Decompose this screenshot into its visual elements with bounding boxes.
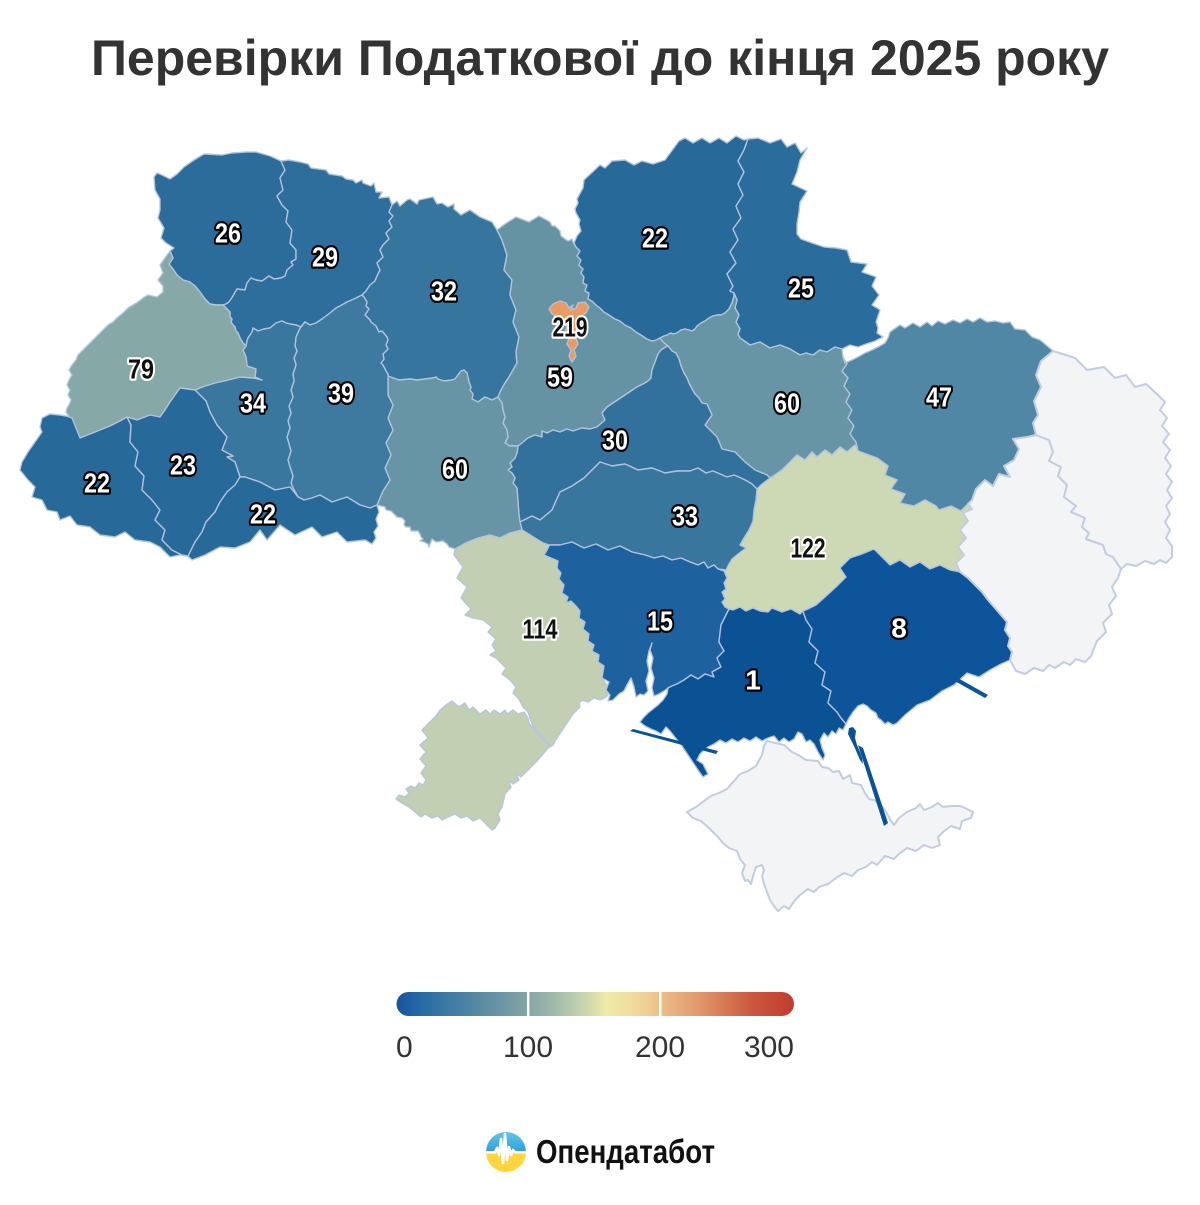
svg-text:122: 122 [791, 533, 826, 564]
svg-text:34: 34 [240, 388, 266, 419]
svg-text:59: 59 [547, 362, 573, 393]
svg-text:22: 22 [642, 223, 668, 254]
svg-text:60: 60 [442, 454, 468, 485]
svg-text:22: 22 [84, 468, 110, 499]
svg-text:30: 30 [602, 425, 628, 456]
svg-text:33: 33 [672, 501, 698, 532]
svg-text:200: 200 [635, 1031, 685, 1064]
svg-text:79: 79 [128, 354, 154, 385]
svg-text:23: 23 [170, 450, 196, 481]
svg-text:Опендатабот: Опендатабот [536, 1133, 715, 1170]
svg-text:100: 100 [503, 1031, 553, 1064]
svg-text:0: 0 [396, 1031, 413, 1064]
svg-text:25: 25 [788, 273, 814, 304]
svg-text:22: 22 [250, 499, 276, 530]
svg-text:8: 8 [891, 613, 907, 644]
svg-text:32: 32 [431, 276, 457, 307]
svg-text:29: 29 [312, 242, 338, 273]
svg-text:26: 26 [215, 218, 241, 249]
svg-text:1: 1 [745, 665, 761, 696]
svg-text:15: 15 [647, 606, 673, 637]
svg-text:219: 219 [553, 312, 588, 343]
svg-text:114: 114 [523, 614, 558, 645]
svg-text:39: 39 [328, 378, 354, 409]
svg-text:300: 300 [744, 1031, 794, 1064]
svg-text:Перевірки Податкової до кінця: Перевірки Податкової до кінця 2025 року [91, 30, 1109, 86]
svg-text:47: 47 [926, 382, 952, 413]
svg-text:60: 60 [774, 388, 800, 419]
